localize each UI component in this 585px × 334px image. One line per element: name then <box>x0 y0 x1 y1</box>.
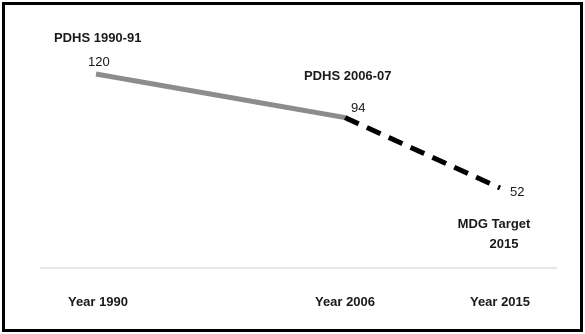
x-tick-label-1990: Year 1990 <box>68 294 128 309</box>
series-layer <box>95 71 502 191</box>
x-tick-label-2006: Year 2006 <box>315 294 375 309</box>
annotation-pdhs-2006: PDHS 2006-07 <box>304 68 391 83</box>
data-label-1990: 120 <box>88 54 110 69</box>
series-line-observed-segment <box>95 71 346 121</box>
x-tick-label-2015: Year 2015 <box>470 294 530 309</box>
series-line-target-segment <box>343 115 502 191</box>
data-label-2006: 94 <box>351 100 365 115</box>
annotation-mdg-year: 2015 <box>490 236 519 251</box>
annotation-mdg-target: MDG Target <box>458 216 531 231</box>
annotation-pdhs-1990: PDHS 1990-91 <box>54 30 141 45</box>
data-label-2015: 52 <box>510 184 524 199</box>
